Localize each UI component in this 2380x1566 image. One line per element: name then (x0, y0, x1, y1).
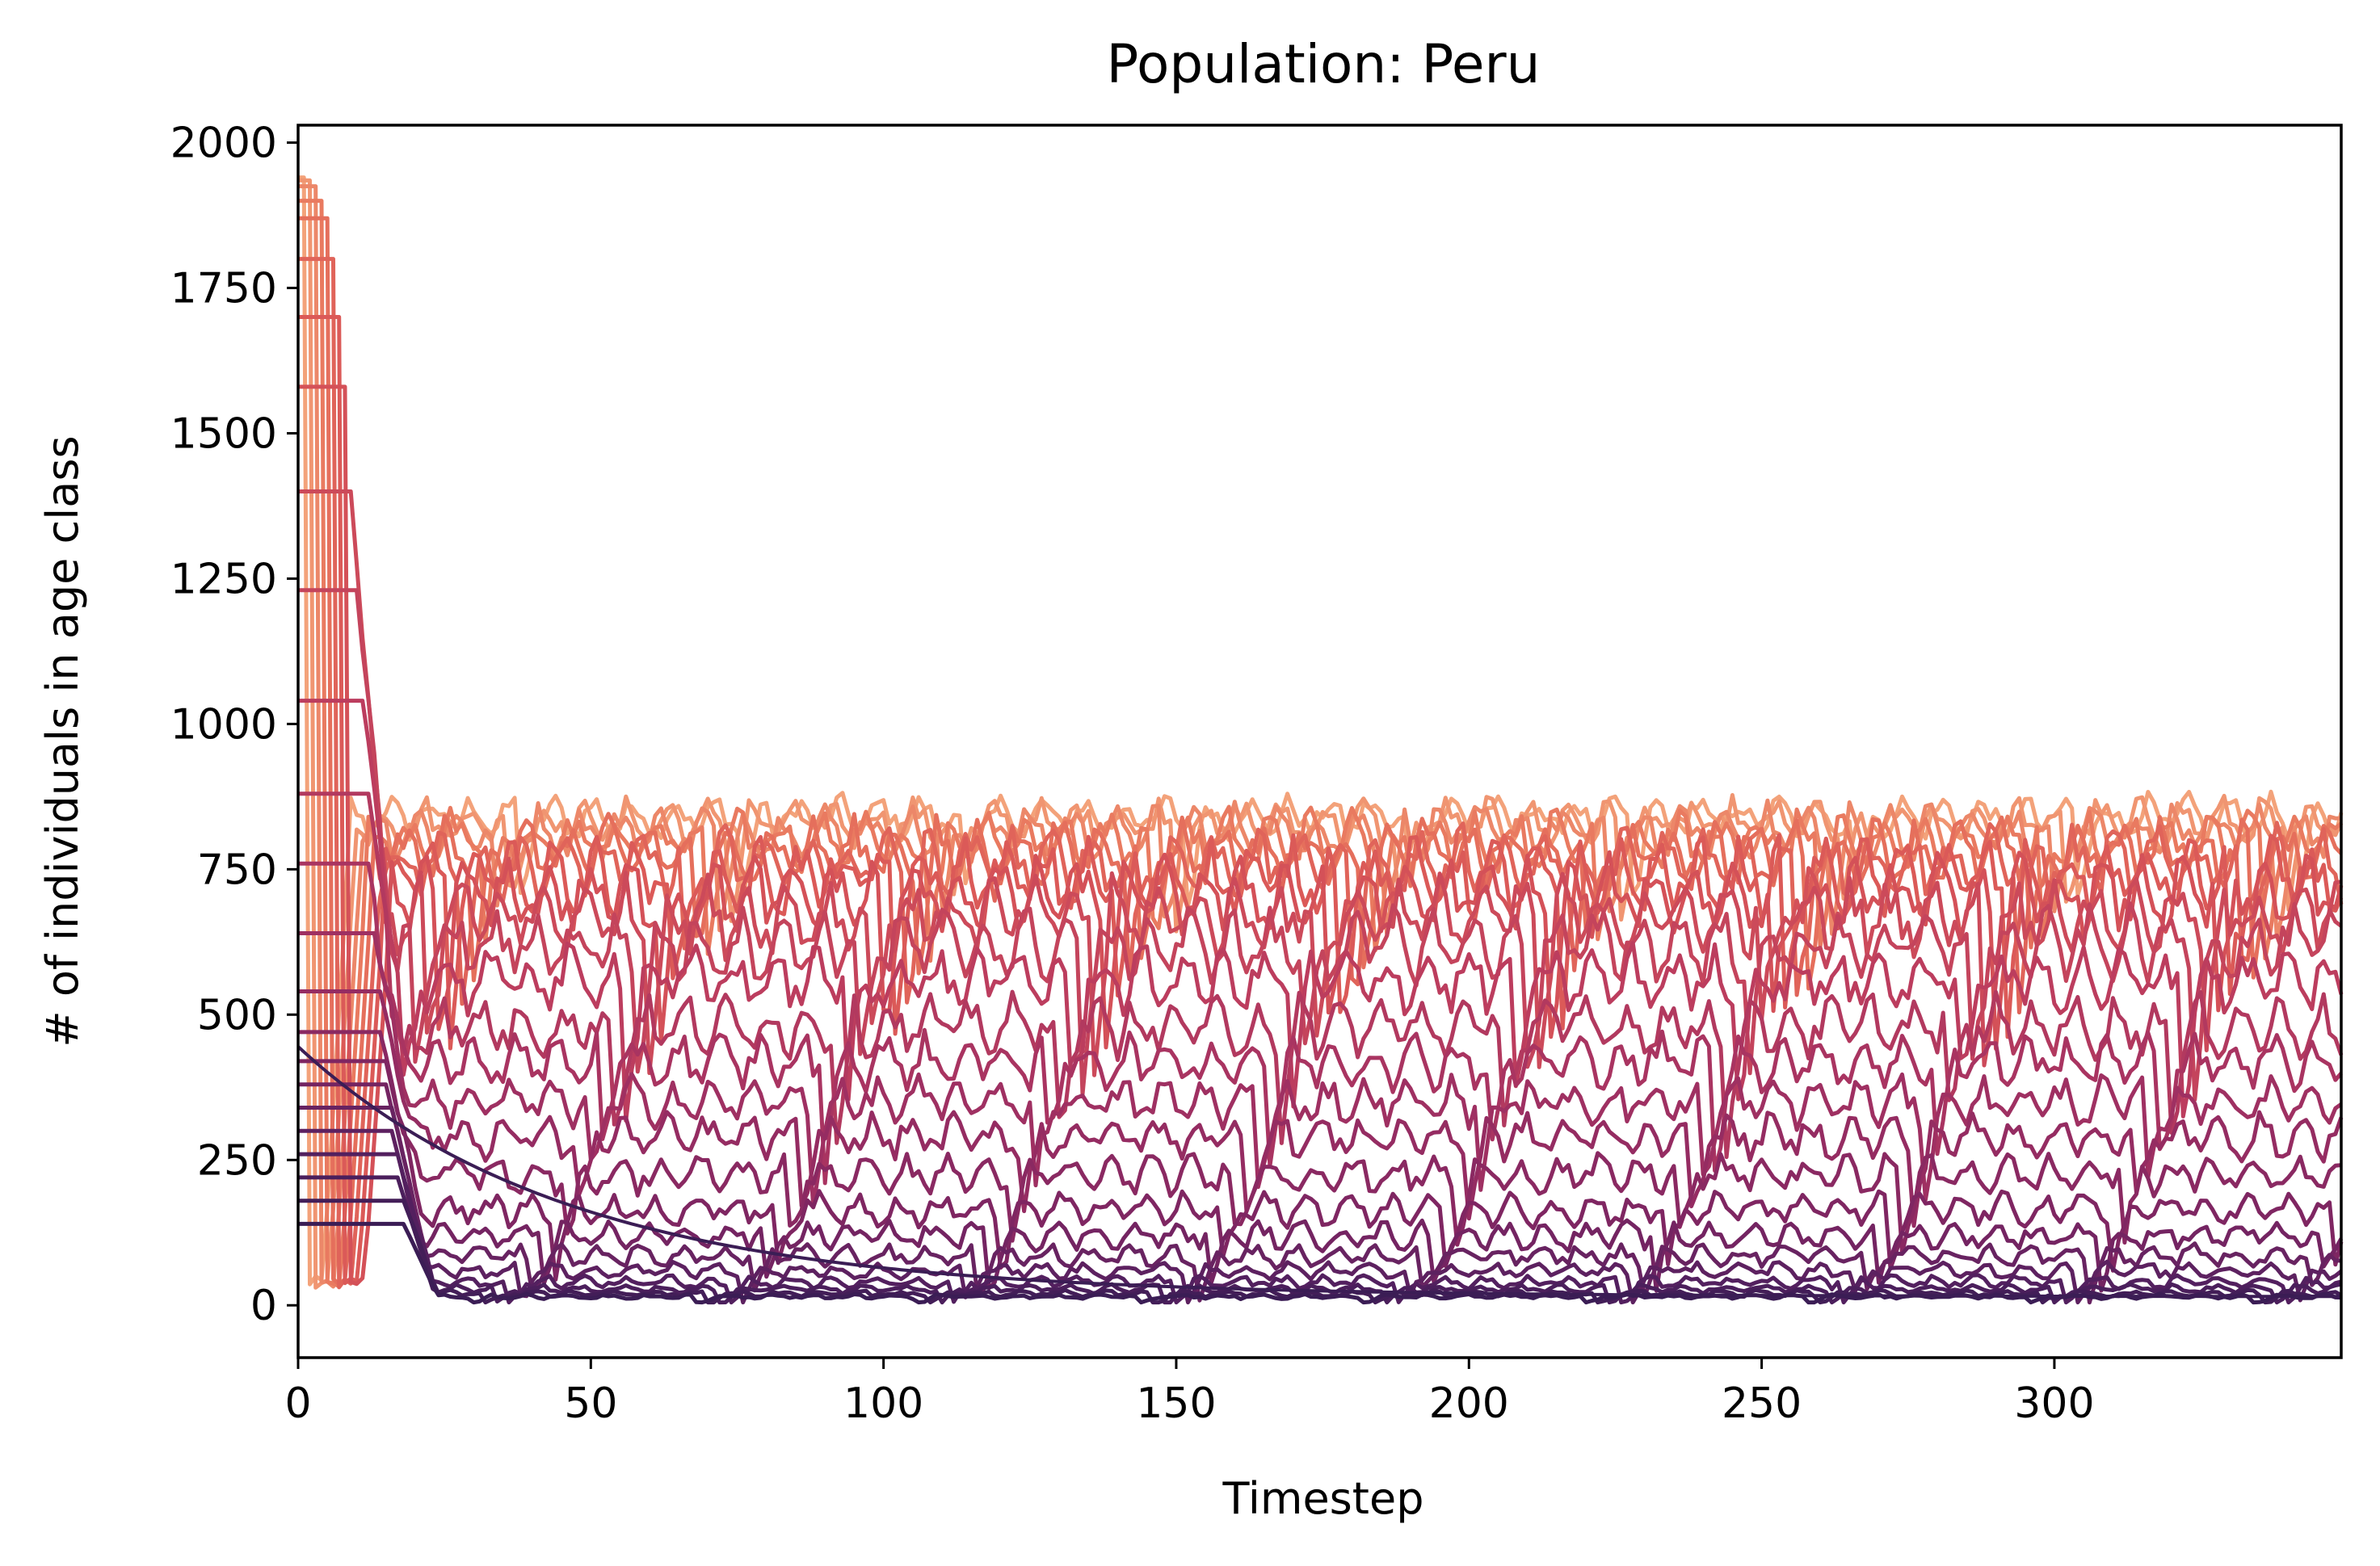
series-line (298, 199, 2343, 1289)
series-line (298, 1175, 2342, 1305)
x-tick-label: 300 (2014, 1379, 2094, 1428)
series-line (298, 489, 2342, 1077)
y-tick-label: 1750 (170, 265, 277, 313)
x-axis-ticks: 0 50 100 150 200 250 300 (284, 1358, 2095, 1428)
series-line (298, 178, 2344, 1290)
x-tick-label: 150 (1136, 1379, 1216, 1428)
y-axis-ticks: 0 250 500 750 1000 1250 1500 1750 2000 (170, 120, 298, 1330)
series-line (298, 699, 2344, 1123)
series-line (298, 1128, 2343, 1305)
y-tick-label: 1250 (170, 555, 277, 603)
x-tick-label: 200 (1429, 1379, 1509, 1428)
series-line (298, 315, 2344, 1286)
decay-series-line (296, 1045, 2341, 1299)
y-tick-label: 1500 (170, 410, 277, 459)
series-line (298, 1152, 2342, 1305)
series-line (298, 1199, 2343, 1305)
y-tick-label: 1000 (170, 700, 277, 749)
x-tick-label: 100 (843, 1379, 923, 1428)
chart-title: Population: Peru (1107, 33, 1541, 95)
y-tick-label: 500 (197, 991, 277, 1039)
y-tick-label: 2000 (170, 120, 277, 168)
series-line (298, 931, 2343, 1210)
series-line (298, 1030, 2342, 1256)
series-line (298, 1059, 2344, 1282)
x-tick-label: 50 (564, 1379, 617, 1428)
series-line (298, 384, 2344, 1287)
y-tick-label: 0 (250, 1282, 277, 1330)
x-axis-label: Timestep (1222, 1473, 1424, 1524)
series-line (298, 791, 2344, 1160)
y-tick-label: 250 (197, 1136, 277, 1185)
x-tick-label: 0 (284, 1379, 311, 1428)
y-axis-label: # of individuals in age class (37, 435, 88, 1047)
series-lines (296, 175, 2344, 1305)
plot-frame (296, 124, 2343, 1359)
series-line (298, 588, 2343, 1102)
series-line (298, 1106, 2342, 1305)
series-line (298, 1082, 2344, 1293)
series-line (298, 989, 2344, 1228)
x-tick-label: 250 (1722, 1379, 1802, 1428)
y-tick-label: 750 (197, 846, 277, 894)
series-line (298, 861, 2343, 1186)
